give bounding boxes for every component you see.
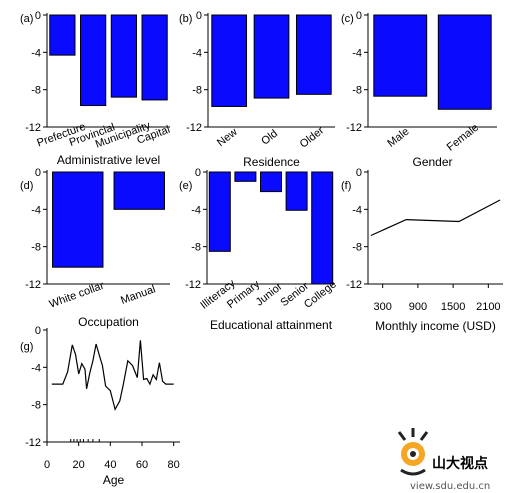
y-tick-label: -12	[25, 437, 41, 449]
x-tick-label: 40	[104, 459, 116, 471]
x-tick-label: Old	[259, 128, 280, 148]
watermark-url: view.sdu.edu.cn	[410, 481, 490, 492]
bar-new	[211, 14, 248, 107]
bar-capital	[141, 14, 168, 101]
y-tick-label: 0	[356, 10, 362, 22]
y-tick-label: -8	[31, 400, 41, 412]
y-tick-label: -12	[186, 122, 202, 134]
y-tick-label: 0	[356, 167, 362, 179]
series-line	[51, 340, 174, 411]
bar-male	[373, 14, 428, 97]
panel-letter: (f)	[341, 180, 351, 192]
y-tick-label: -4	[191, 204, 201, 216]
x-tick-label: Older	[298, 124, 327, 150]
panel-letter: (a)	[20, 13, 33, 25]
bar-college	[311, 171, 334, 285]
y-tick-label: -8	[352, 242, 362, 254]
axes: 0 -4 -8 -12	[25, 10, 170, 134]
y-tick-label: -8	[352, 85, 362, 97]
chart-panel-2: (b) 0 -4 -8 -12 New Old Older Residence	[179, 10, 335, 169]
bar-illiteracy	[208, 171, 231, 252]
y-tick-label: -8	[191, 242, 201, 254]
y-tick-label: 0	[35, 167, 41, 179]
axes: 0 -4 -8 -12	[186, 10, 335, 134]
x-tick-label: 300	[373, 301, 391, 313]
panel-letter: (g)	[20, 341, 33, 353]
panel-letter: (d)	[20, 180, 33, 192]
x-tick-label: 0	[44, 459, 50, 471]
bar-prefecture	[49, 14, 76, 56]
y-tick-label: -4	[352, 47, 362, 59]
y-tick-label: -12	[25, 279, 41, 291]
x-tick-label: 900	[409, 301, 427, 313]
y-tick-label: 0	[35, 325, 41, 337]
x-axis-title: Monthly income (USD)	[375, 319, 496, 333]
y-tick-label: -4	[31, 204, 41, 216]
watermark: 山大视点 view.sdu.edu.cn	[397, 428, 490, 492]
x-tick-label: 60	[136, 459, 148, 471]
panel-letter: (b)	[179, 13, 192, 25]
x-tick-label: 20	[73, 459, 85, 471]
axes: 0 -4 -8 -12	[185, 167, 335, 291]
y-tick-label: -4	[352, 204, 362, 216]
bar-white-collar	[52, 171, 104, 268]
y-tick-label: -12	[346, 279, 362, 291]
y-tick-label: -8	[192, 85, 202, 97]
chart-panel-1: (a) 0-4-8-12PrefectureProvincialMunicipal…	[20, 10, 172, 167]
axes: 0-4-8-120 20 40 60 80	[25, 325, 180, 471]
y-tick-label: 0	[35, 10, 41, 22]
bar-junior	[260, 171, 282, 193]
bar-provincial	[80, 14, 107, 107]
y-tick-label: -4	[31, 47, 41, 59]
axes: 0 -4 -8 -12 300 900 1500 2100	[346, 167, 503, 313]
x-tick-label: 2100	[476, 301, 500, 313]
bar-old	[253, 14, 290, 99]
y-tick-label: -12	[185, 279, 201, 291]
x-tick-label: 80	[168, 459, 180, 471]
x-tick-label: New	[215, 126, 240, 149]
chart-panels: (a) 0-4-8-12PrefectureProvincialMunicipal…	[20, 10, 503, 487]
panel-letter: (e)	[179, 180, 192, 192]
bar-primary	[234, 171, 257, 182]
y-tick-label: -4	[192, 47, 202, 59]
x-axis-title: Gender	[412, 155, 452, 169]
x-axis-title: Administrative level	[57, 153, 160, 167]
y-tick-label: -8	[31, 85, 41, 97]
x-axis-title: Age	[103, 473, 125, 487]
x-tick-label: 1500	[441, 301, 465, 313]
series-line	[370, 199, 501, 237]
y-tick-label: -12	[25, 122, 41, 134]
axes: 0 -4 -8 -12	[346, 10, 497, 134]
y-tick-label: 0	[196, 10, 202, 22]
x-axis-title: Occupation	[78, 315, 139, 329]
y-tick-label: -12	[346, 122, 362, 134]
y-tick-label: 0	[195, 167, 201, 179]
logo-icon	[397, 428, 429, 476]
x-tick-label: Male	[385, 126, 411, 150]
x-axis-title: Residence	[243, 155, 300, 169]
y-tick-label: -8	[31, 242, 41, 254]
bar-manual	[113, 171, 165, 210]
x-tick-label: Female	[445, 122, 481, 154]
chart-panel-6: (f) 0 -4 -8 -12 300 900 1500 2100 Monthly income …	[341, 167, 503, 333]
x-axis-title: Educational attainment	[210, 318, 333, 332]
bar-female	[437, 14, 492, 110]
chart-panel-5: (e)0-4-8-12IlliteracyPrimaryJuniorSenior…	[179, 167, 339, 332]
y-tick-label: -4	[31, 362, 41, 374]
bar-senior	[285, 171, 308, 211]
logo-text: 山大视点	[432, 455, 488, 472]
axes: 0 -4 -8 -12	[25, 167, 170, 291]
panel-letter: (c)	[341, 13, 354, 25]
bar-municipality	[110, 14, 137, 98]
x-tick-label: Manual	[119, 283, 157, 307]
bar-older	[295, 14, 332, 95]
